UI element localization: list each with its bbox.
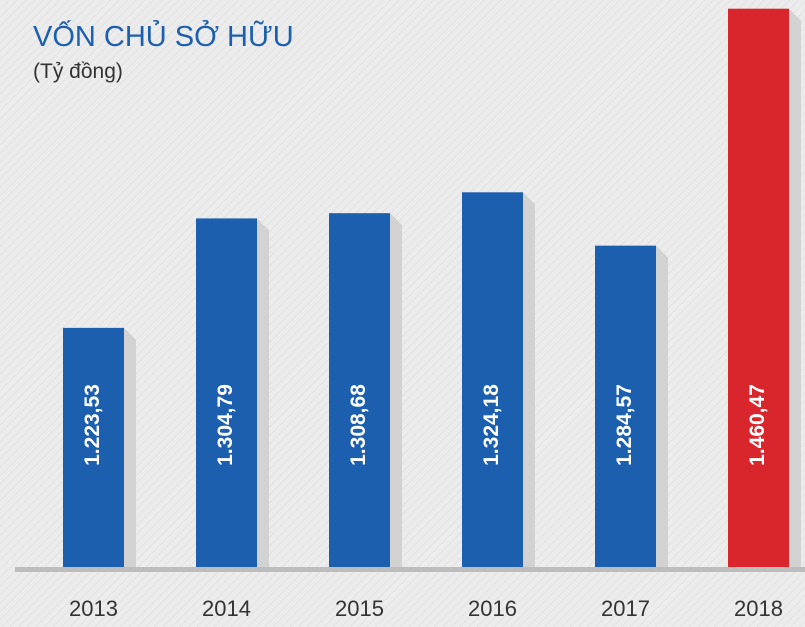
x-tick-label: 2018 <box>734 596 783 621</box>
baseline <box>15 567 805 572</box>
chart-subtitle: (Tỷ đồng) <box>33 60 123 83</box>
bar <box>329 213 390 567</box>
chart-title: VỐN CHỦ SỞ HỮU <box>33 19 294 53</box>
x-tick-label: 2014 <box>202 596 251 621</box>
value-label: 1.324,18 <box>480 384 503 466</box>
x-tick-label: 2017 <box>601 596 650 621</box>
bar <box>196 218 257 567</box>
bar-shadow <box>523 192 535 567</box>
bar-shadow <box>656 245 668 567</box>
value-label: 1.223,53 <box>81 384 104 466</box>
value-label: 1.304,79 <box>214 384 237 466</box>
value-label: 1.460,47 <box>746 384 769 466</box>
bar-shadow <box>257 218 269 567</box>
x-tick-label: 2013 <box>69 596 118 621</box>
value-label: 1.308,68 <box>347 384 370 466</box>
bar <box>595 245 656 567</box>
bar-shadow <box>789 8 801 567</box>
x-tick-label: 2015 <box>335 596 384 621</box>
x-tick-label: 2016 <box>468 596 517 621</box>
bar-shadow <box>390 213 402 567</box>
bar-shadow <box>124 327 136 567</box>
bar <box>63 327 124 567</box>
bar <box>728 8 789 567</box>
value-label: 1.284,57 <box>613 384 636 466</box>
bar <box>462 192 523 567</box>
